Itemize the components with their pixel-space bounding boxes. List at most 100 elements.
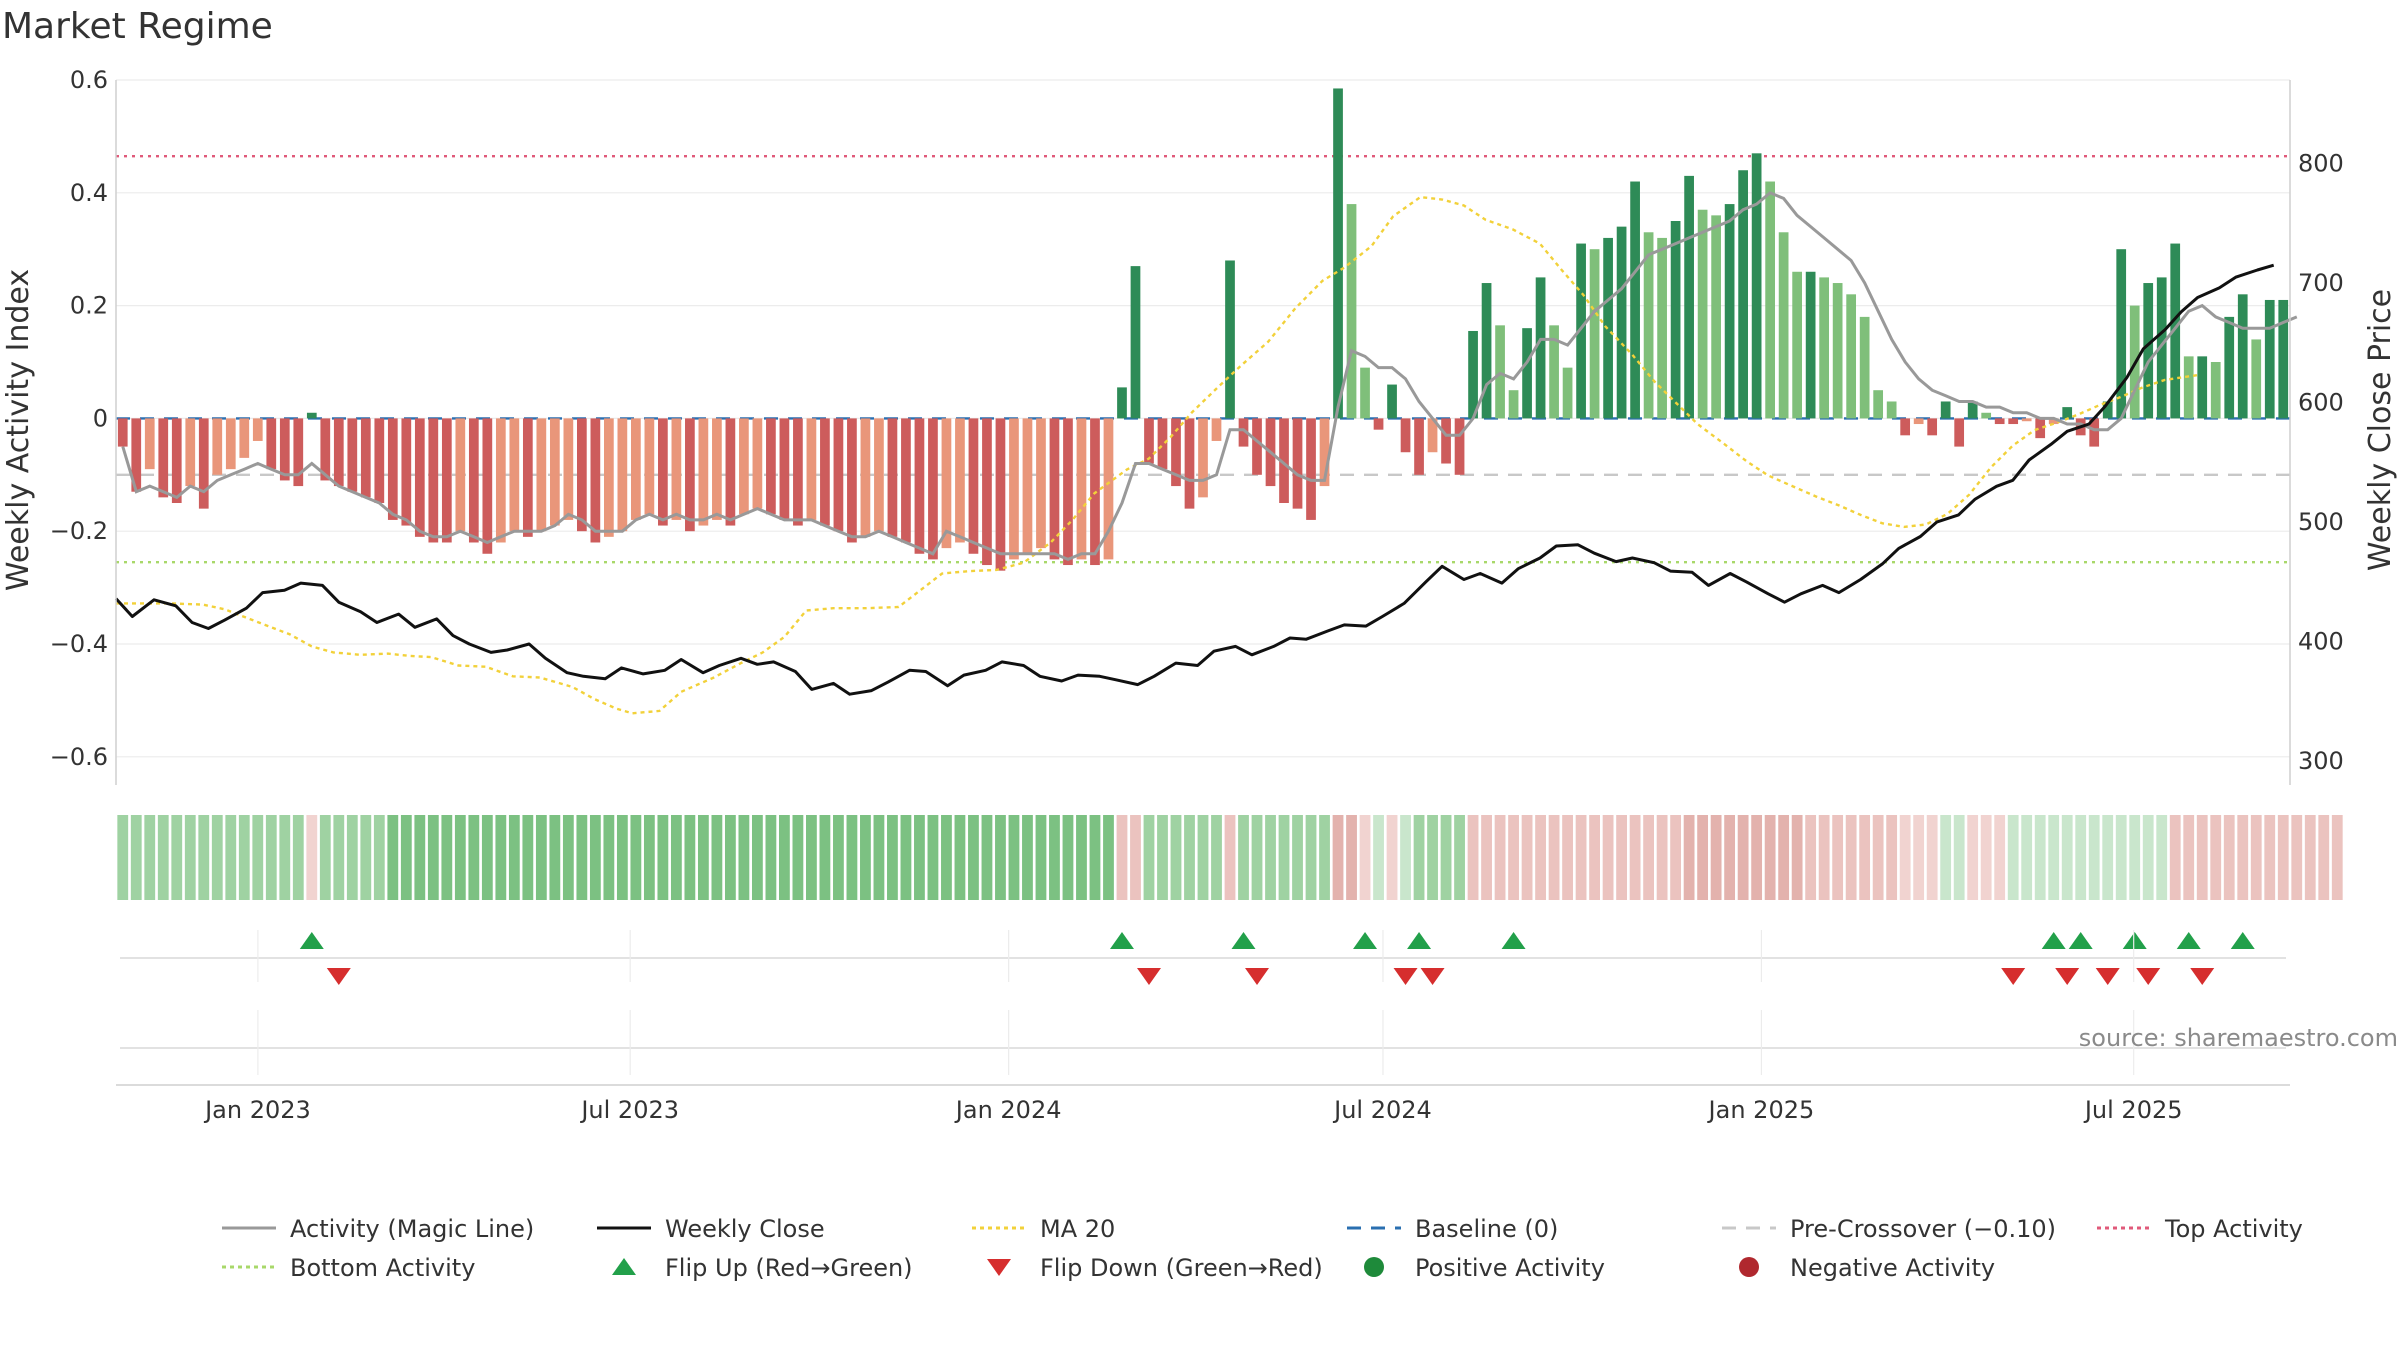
flip-up-marker xyxy=(2122,932,2147,949)
regime-strip-cell xyxy=(1643,815,1655,900)
activity-bar xyxy=(131,418,142,492)
regime-strip-cell xyxy=(1697,815,1709,900)
regime-strip-cell xyxy=(454,815,466,900)
flip-up-marker xyxy=(1501,932,1526,949)
regime-strip-cell xyxy=(1332,815,1344,900)
regime-strip-cell xyxy=(927,815,939,900)
legend-label: Baseline (0) xyxy=(1415,1215,1558,1243)
activity-bar xyxy=(2062,407,2073,419)
activity-bar xyxy=(2170,243,2181,419)
regime-strip-cell xyxy=(765,815,777,900)
activity-bar xyxy=(1373,418,1384,430)
regime-strip-cell xyxy=(576,815,588,900)
activity-bar xyxy=(1441,418,1451,464)
activity-bar xyxy=(360,418,371,498)
regime-strip-cell xyxy=(495,815,507,900)
regime-strip-cell xyxy=(400,815,412,900)
regime-strip-cell xyxy=(1211,815,1222,900)
activity-bar xyxy=(455,418,466,532)
regime-strip-cell xyxy=(414,815,426,900)
weekly-close-line xyxy=(114,263,2275,696)
regime-strip-cell xyxy=(441,815,453,900)
activity-bar xyxy=(401,418,412,526)
legend-label: Activity (Magic Line) xyxy=(290,1215,534,1243)
regime-strip-cell xyxy=(724,815,736,900)
y-tick-left-label: −0.4 xyxy=(50,630,108,658)
flip-down-marker xyxy=(1420,968,1445,985)
regime-strip-cell xyxy=(319,815,331,900)
activity-bar xyxy=(1954,418,1965,447)
axes: Weekly Activity Index Weekly Close Price… xyxy=(1,66,2398,785)
activity-bar xyxy=(198,418,209,509)
activity-bar xyxy=(522,418,533,537)
activity-bars xyxy=(117,88,2289,571)
legend-swatch xyxy=(1739,1257,1759,1277)
activity-bar xyxy=(1724,204,1735,419)
y-tick-right-label: 400 xyxy=(2298,628,2344,656)
activity-bar xyxy=(2116,249,2127,419)
regime-strip-cell xyxy=(292,815,304,900)
activity-bar xyxy=(1238,418,1249,447)
activity-bar xyxy=(1036,418,1046,549)
activity-bar xyxy=(847,418,857,543)
regime-strip-cell xyxy=(670,815,682,900)
regime-strip-cell xyxy=(427,815,439,900)
activity-bar xyxy=(2264,299,2275,419)
regime-strip-cell xyxy=(1737,815,1749,900)
activity-bar xyxy=(441,418,452,543)
activity-bar xyxy=(2143,283,2154,419)
regime-strip-cell xyxy=(252,815,264,900)
regime-strip-cell xyxy=(1130,815,1141,900)
activity-bar xyxy=(1468,330,1478,419)
activity-bar xyxy=(1252,418,1262,475)
regime-strip-cell xyxy=(1656,815,1668,900)
regime-strip-cell xyxy=(751,815,763,900)
y-tick-left-label: 0.6 xyxy=(70,66,108,94)
activity-bar xyxy=(333,418,344,487)
y-axis-left-title: Weekly Activity Index xyxy=(1,269,36,591)
legend-item: Bottom Activity xyxy=(222,1254,475,1282)
flip-down-marker xyxy=(2190,968,2215,985)
regime-strip-cell xyxy=(2291,815,2303,900)
legend-swatch xyxy=(612,1258,636,1275)
flip-up-marker xyxy=(299,932,324,949)
activity-bar xyxy=(212,418,223,475)
legend-item: MA 20 xyxy=(972,1215,1115,1243)
activity-bar xyxy=(1535,277,1546,419)
regime-color-strip xyxy=(117,815,2343,900)
activity-bar xyxy=(1657,237,1667,419)
activity-bar xyxy=(1886,401,1897,419)
activity-bar xyxy=(1819,277,1830,419)
x-axis: Jan 2023 Jul 2023 Jan 2024 Jul 2024 Jan 2025… xyxy=(116,930,2290,1124)
regime-strip-cell xyxy=(630,815,642,900)
regime-strip-cell xyxy=(1683,815,1695,900)
activity-bar xyxy=(1414,418,1424,475)
activity-bar xyxy=(644,418,655,515)
regime-strip-cell xyxy=(833,815,844,900)
activity-bar xyxy=(1589,249,1600,419)
regime-strip-cell xyxy=(279,815,291,900)
regime-strip-cell xyxy=(1103,815,1114,900)
activity-bar xyxy=(725,418,736,526)
regime-strip-cell xyxy=(1089,815,1101,900)
activity-bar xyxy=(1022,418,1033,554)
activity-bar xyxy=(1805,271,1816,419)
regime-strip-cell xyxy=(2007,815,2019,900)
activity-bar xyxy=(1846,294,1857,419)
regime-strip-cell xyxy=(1400,815,1411,900)
activity-bar xyxy=(468,418,479,543)
regime-strip-cell xyxy=(198,815,210,900)
activity-bar xyxy=(428,418,439,543)
activity-bar xyxy=(2278,299,2289,419)
y-tick-left-label: 0.4 xyxy=(70,179,108,207)
regime-strip-cell xyxy=(711,815,723,900)
activity-bar xyxy=(1832,283,1843,419)
activity-bar xyxy=(1049,418,1060,560)
regime-strip-cell xyxy=(738,815,750,900)
regime-strip-cell xyxy=(1778,815,1790,900)
regime-strip-cell xyxy=(1818,815,1830,900)
regime-strip-cell xyxy=(1049,815,1060,900)
activity-bar xyxy=(374,418,385,503)
activity-bar xyxy=(793,418,803,526)
activity-bar xyxy=(2156,277,2167,419)
